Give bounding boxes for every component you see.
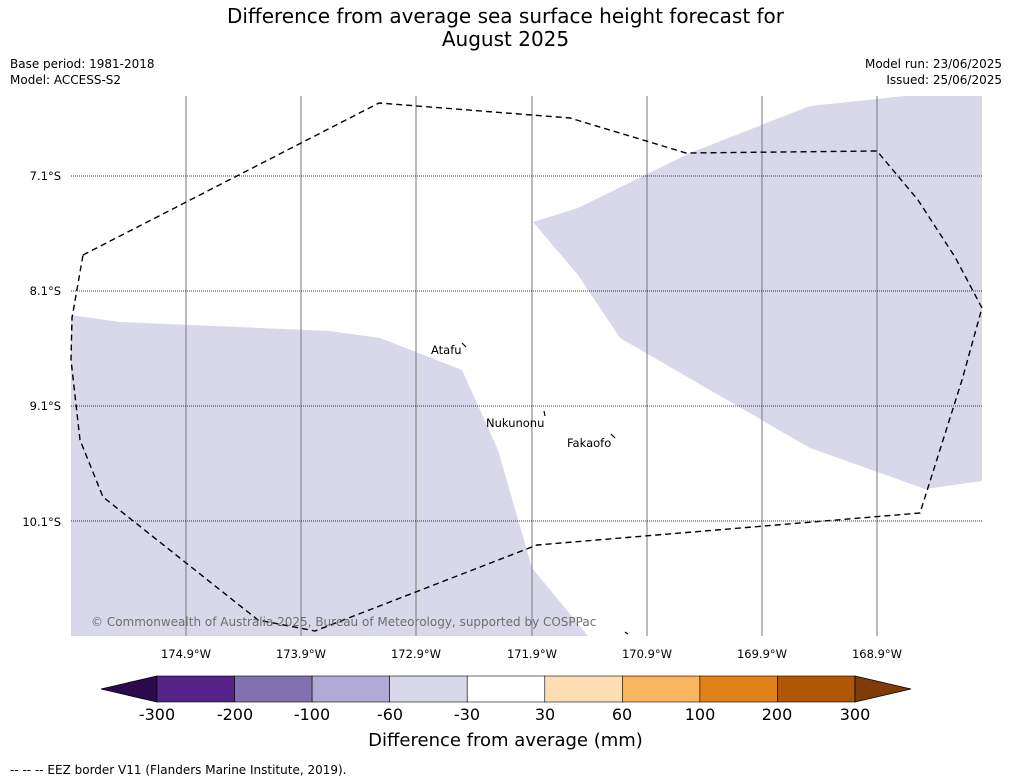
colorbar-segment <box>234 675 313 703</box>
meridian-lines <box>185 96 878 636</box>
colorbar-extend-low <box>100 675 158 703</box>
meta-right: Model run: 23/06/2025 Issued: 25/06/2025 <box>865 56 1002 88</box>
colorbar-tick: -300 <box>139 705 175 724</box>
colorbar-extend-high <box>854 675 912 703</box>
base-period: Base period: 1981-2018 <box>10 57 155 71</box>
island-nukunonu-shape <box>543 410 546 417</box>
lon-label: 174.9°W <box>161 647 211 661</box>
colorbar-tick: 100 <box>685 705 716 724</box>
colorbar-segment <box>777 675 856 703</box>
colorbar-title: Difference from average (mm) <box>368 730 643 751</box>
colorbar-segment <box>156 675 235 703</box>
lon-label: 171.9°W <box>507 647 557 661</box>
lon-label: 172.9°W <box>391 647 441 661</box>
colorbar-tick: -200 <box>217 705 253 724</box>
colorbar-tick: -100 <box>294 705 330 724</box>
colorbar-tick: -60 <box>377 705 403 724</box>
colorbar-tick: 60 <box>612 705 632 724</box>
model-name: Model: ACCESS-S2 <box>10 73 122 87</box>
colorbar-segment <box>389 675 468 703</box>
island-atafu-shape <box>461 342 467 348</box>
copyright-text: © Commonwealth of Australia 2025, Bureau… <box>91 615 596 629</box>
shaded-region-east <box>533 96 982 489</box>
place-atafu: Atafu <box>431 343 462 357</box>
lon-label: 173.9°W <box>276 647 326 661</box>
colorbar-tick: 300 <box>840 705 871 724</box>
island-swains-shape <box>624 631 629 635</box>
lat-label: 10.1°S <box>22 515 61 529</box>
colorbar-segment <box>699 675 778 703</box>
colorbar-ticks: -300 -200 -100 -60 -30 30 60 100 200 300 <box>139 705 870 724</box>
issued-date: Issued: 25/06/2025 <box>886 73 1002 87</box>
colorbar-segment <box>544 675 623 703</box>
lat-label: 8.1°S <box>30 284 61 298</box>
colorbar-tick: 30 <box>535 705 555 724</box>
colorbar <box>100 675 912 703</box>
model-run: Model run: 23/06/2025 <box>864 57 1002 71</box>
island-fakaofo-shape <box>610 433 616 439</box>
map-title: Difference from average sea surface heig… <box>0 5 1011 51</box>
eez-border <box>70 102 983 632</box>
meta-left: Base period: 1981-2018 Model: ACCESS-S2 <box>10 56 155 88</box>
colorbar-segment <box>466 675 546 703</box>
colorbar-tick: -30 <box>454 705 480 724</box>
colorbar-tick: 200 <box>762 705 793 724</box>
lon-label: 170.9°W <box>622 647 672 661</box>
lat-label: 9.1°S <box>30 399 61 413</box>
lon-label: 169.9°W <box>737 647 787 661</box>
lat-label: 7.1°S <box>30 169 61 183</box>
shaded-region-west <box>71 315 588 636</box>
anomaly-shading <box>71 96 982 636</box>
lon-label: 168.9°W <box>852 647 902 661</box>
footnote: -- -- -- EEZ border V11 (Flanders Marine… <box>10 763 347 777</box>
place-nukunonu: Nukunonu <box>486 416 544 430</box>
title-line-2: August 2025 <box>441 27 570 51</box>
colorbar-segment <box>311 675 390 703</box>
island-shapes <box>461 342 629 635</box>
colorbar-segment <box>622 675 701 703</box>
place-fakaofo: Fakaofo <box>567 436 611 450</box>
title-line-1: Difference from average sea surface heig… <box>226 4 785 28</box>
